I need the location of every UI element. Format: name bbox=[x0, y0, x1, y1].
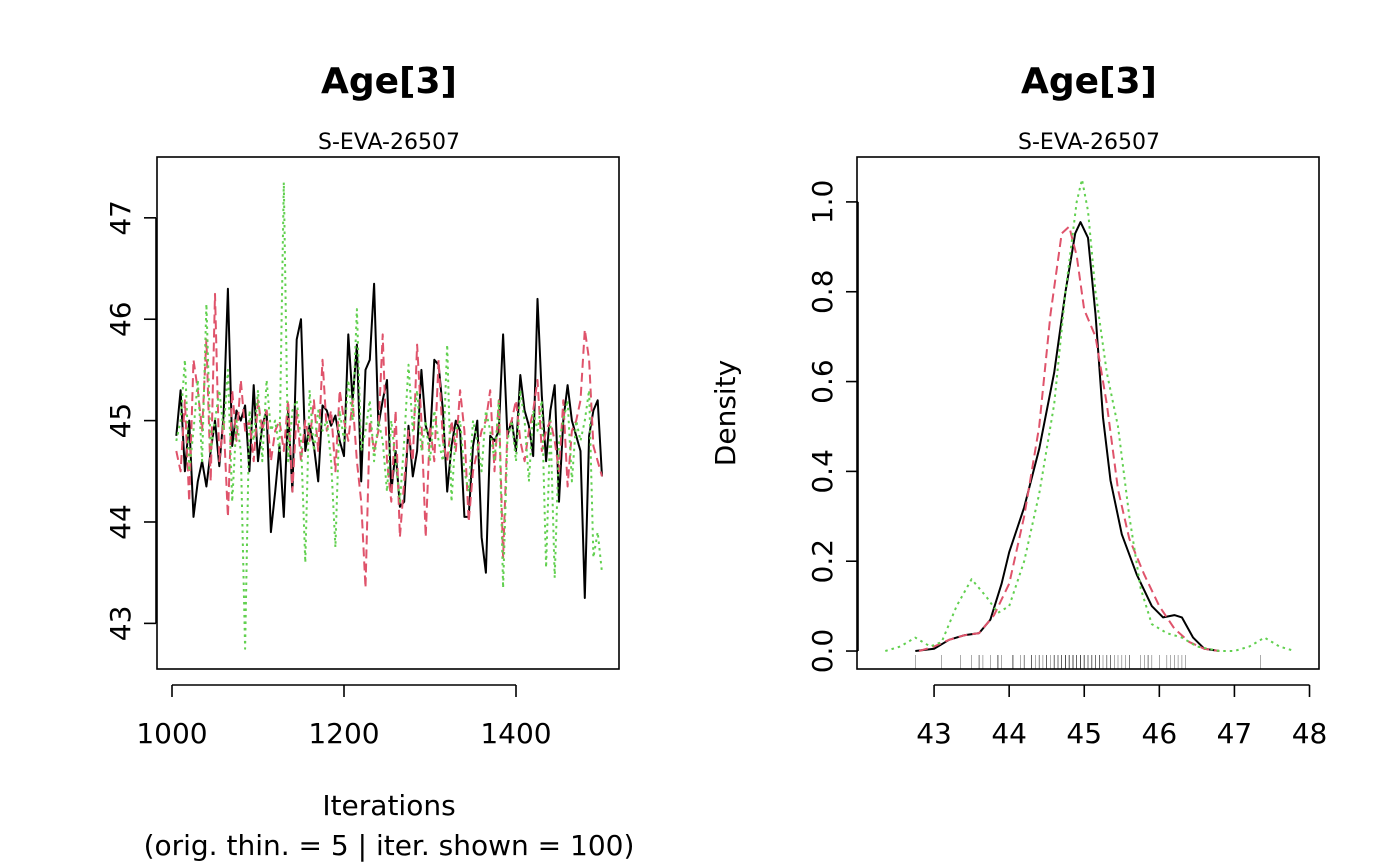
density-plot-series-line-1 bbox=[915, 221, 1220, 652]
trace-plot-y-tick-label: 46 bbox=[104, 301, 137, 337]
density-plot: Age[3] S-EVA-26507 43 44 45 46 47 48 0.00.20.… bbox=[709, 61, 1327, 750]
trace-plot: Age[3] S-EVA-26507 1000 1200 1400 43 44 45 46… bbox=[104, 61, 634, 862]
trace-plot-x-axis-note: (orig. thin. = 5 | iter. shown = 100) bbox=[144, 829, 635, 862]
density-plot-y-axis-label: Density bbox=[709, 360, 742, 466]
trace-plot-x-tick-label: 1200 bbox=[308, 717, 379, 750]
density-plot-subtitle: S-EVA-26507 bbox=[1018, 130, 1160, 155]
density-plot-y-tick-label: 0.2 bbox=[806, 539, 839, 584]
density-plot-x-tick-label: 46 bbox=[1142, 717, 1178, 750]
trace-plot-series-line-2 bbox=[175, 292, 603, 589]
trace-plot-y-tick-label: 47 bbox=[104, 200, 137, 236]
density-plot-x-tick-label: 47 bbox=[1217, 717, 1253, 750]
density-plot-y-tick-label: 0.4 bbox=[806, 449, 839, 494]
density-plot-x-tick-label: 43 bbox=[916, 717, 952, 750]
trace-plot-y-axis: 43 44 45 46 47 bbox=[104, 200, 157, 642]
trace-plot-x-axis-label: Iterations bbox=[322, 789, 455, 822]
density-plot-frame bbox=[856, 156, 1320, 670]
trace-plot-y-tick-label: 45 bbox=[104, 403, 137, 439]
trace-plot-x-tick-label: 1000 bbox=[136, 717, 207, 750]
density-plot-series-line-3 bbox=[885, 178, 1295, 652]
density-plot-x-tick-label: 45 bbox=[1066, 717, 1102, 750]
density-plot-rug bbox=[914, 655, 1261, 670]
density-plot-series-line-2 bbox=[918, 225, 1220, 652]
trace-plot-series bbox=[175, 181, 603, 650]
trace-plot-x-tick-label: 1400 bbox=[480, 717, 551, 750]
trace-plot-y-tick-label: 44 bbox=[104, 504, 137, 540]
density-plot-y-tick-label: 1.0 bbox=[806, 180, 839, 225]
density-plot-x-tick-label: 48 bbox=[1292, 717, 1328, 750]
trace-plot-frame bbox=[156, 156, 620, 670]
density-plot-y-axis: 0.0 0.2 0.4 0.6 0.8 1.0 bbox=[806, 180, 859, 674]
trace-plot-x-axis: 1000 1200 1400 bbox=[136, 684, 552, 750]
density-plot-x-tick-label: 44 bbox=[991, 717, 1027, 750]
density-plot-x-axis: 43 44 45 46 47 48 bbox=[916, 684, 1328, 750]
density-plot-title: Age[3] bbox=[1021, 61, 1157, 102]
density-plot-series bbox=[885, 178, 1295, 652]
trace-plot-y-tick-label: 43 bbox=[104, 606, 137, 642]
density-plot-y-tick-label: 0.8 bbox=[806, 269, 839, 314]
trace-plot-title: Age[3] bbox=[321, 61, 457, 102]
density-plot-y-tick-label: 0.6 bbox=[806, 359, 839, 404]
trace-plot-subtitle: S-EVA-26507 bbox=[318, 130, 460, 155]
density-plot-y-tick-label: 0.0 bbox=[806, 629, 839, 674]
